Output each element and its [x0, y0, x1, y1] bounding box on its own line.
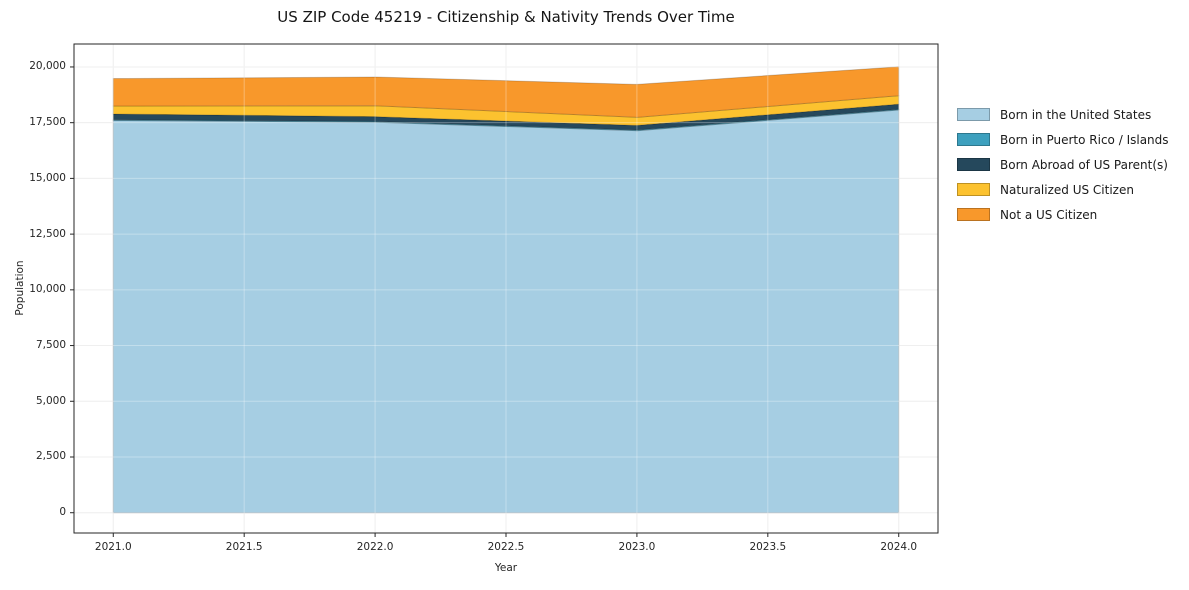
legend-swatch	[957, 158, 990, 171]
legend-item: Born Abroad of US Parent(s)	[957, 157, 1169, 172]
legend-label: Born Abroad of US Parent(s)	[1000, 157, 1168, 172]
y-tick-label: 5,000	[35, 394, 66, 407]
y-tick-label: 17,500	[29, 116, 66, 129]
legend-label: Not a US Citizen	[1000, 207, 1098, 222]
x-tick-label: 2021.0	[94, 541, 132, 553]
y-tick-label: 15,000	[29, 171, 66, 184]
area-not-a-us-citizen	[112, 66, 900, 118]
legend-swatch	[957, 133, 990, 146]
y-tick-label: 0	[59, 506, 66, 519]
legend-swatch	[957, 208, 990, 221]
x-tick-label: 2023.5	[749, 541, 787, 553]
legend-item: Born in the United States	[957, 107, 1169, 122]
y-tick-label: 7,500	[35, 339, 66, 352]
legend-label: Naturalized US Citizen	[1000, 182, 1134, 197]
legend-swatch	[957, 108, 990, 121]
y-tick-label: 2,500	[35, 450, 66, 463]
x-tick-label: 2022.5	[487, 541, 525, 553]
area-naturalized-us-citizen	[112, 95, 900, 126]
legend-swatch	[957, 183, 990, 196]
chart-title: US ZIP Code 45219 - Citizenship & Nativi…	[277, 8, 735, 26]
x-tick-label: 2021.5	[225, 541, 263, 553]
legend: Born in the United States Born in Puerto …	[957, 108, 1169, 233]
x-axis-label: Year	[494, 562, 518, 574]
y-tick-label: 20,000	[29, 60, 66, 73]
legend-item: Not a US Citizen	[957, 207, 1169, 222]
x-tick-label: 2024.0	[880, 541, 918, 553]
legend-item: Naturalized US Citizen	[957, 182, 1169, 197]
x-tick-label: 2023.0	[618, 541, 656, 553]
legend-label: Born in the United States	[1000, 107, 1152, 122]
legend-label: Born in Puerto Rico / Islands	[1000, 132, 1169, 147]
y-tick-label: 12,500	[29, 227, 66, 240]
x-tick-label: 2022.0	[356, 541, 394, 553]
legend-item: Born in Puerto Rico / Islands	[957, 132, 1169, 147]
y-tick-label: 10,000	[29, 283, 66, 296]
